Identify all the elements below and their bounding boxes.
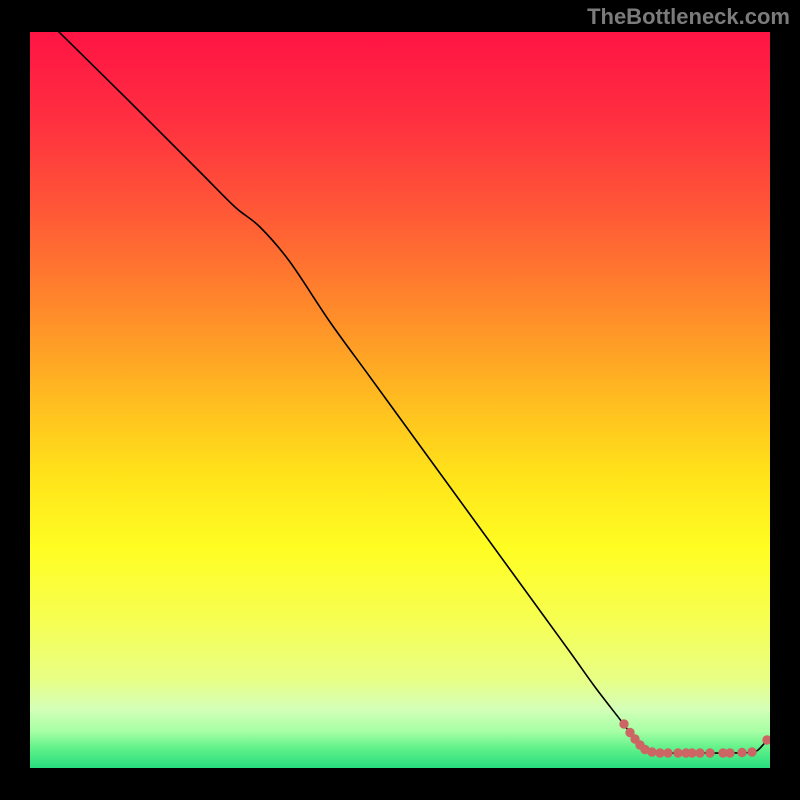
chart-stage: TheBottleneck.com [0, 0, 800, 800]
plot-svg [30, 32, 770, 768]
gradient-background [30, 32, 770, 768]
plot-area [30, 32, 770, 768]
watermark-text: TheBottleneck.com [587, 4, 790, 30]
